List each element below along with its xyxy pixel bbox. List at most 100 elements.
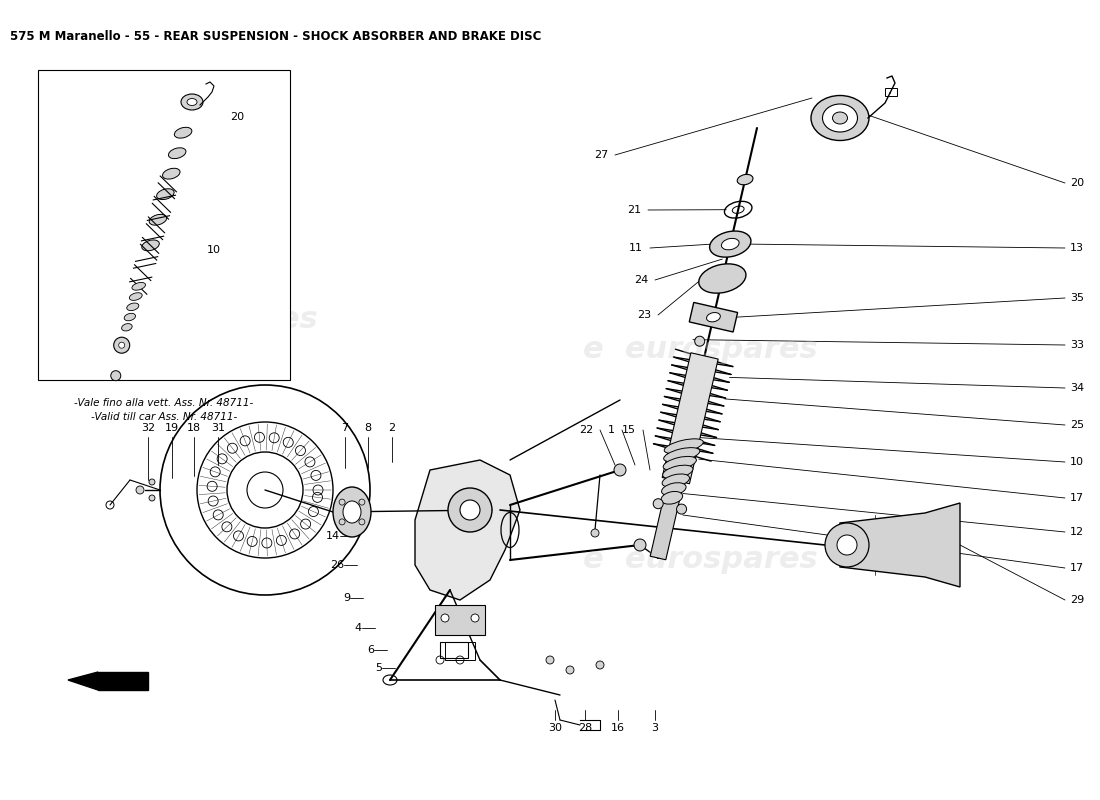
Text: e  eurospares: e eurospares [583,335,817,365]
Circle shape [111,370,121,381]
Ellipse shape [823,104,858,132]
Text: 24: 24 [634,275,648,285]
Ellipse shape [168,148,186,158]
Ellipse shape [142,240,160,250]
Text: 8: 8 [364,423,372,433]
Ellipse shape [706,313,721,322]
Text: 30: 30 [548,723,562,733]
Circle shape [695,336,705,346]
Text: 22: 22 [579,425,593,435]
Text: 31: 31 [211,423,226,433]
Text: 12: 12 [1070,527,1085,537]
Ellipse shape [662,474,690,487]
Text: 21: 21 [627,205,641,215]
Circle shape [441,614,449,622]
Text: e  eurospares: e eurospares [583,546,817,574]
Ellipse shape [124,314,135,321]
Ellipse shape [182,94,204,110]
Text: 2: 2 [388,423,396,433]
Ellipse shape [722,238,739,250]
Circle shape [113,338,130,354]
Polygon shape [68,672,98,690]
Bar [440,642,467,658]
Bar [39,70,290,380]
Circle shape [825,523,869,567]
Circle shape [591,529,600,537]
Circle shape [676,504,686,514]
Ellipse shape [126,303,139,310]
Circle shape [339,519,345,525]
Text: -Vale fino alla vett. Ass. Nr. 48711-: -Vale fino alla vett. Ass. Nr. 48711- [75,398,254,408]
Ellipse shape [130,293,142,300]
Text: 19: 19 [165,423,179,433]
Text: 29: 29 [1070,595,1085,605]
Bar [886,88,896,96]
Circle shape [614,464,626,476]
Circle shape [653,498,663,509]
Ellipse shape [187,98,197,106]
Polygon shape [840,503,960,587]
Text: 13: 13 [1070,243,1084,253]
Ellipse shape [833,112,847,124]
Text: 27: 27 [594,150,608,160]
Ellipse shape [664,439,703,454]
Text: 575 M Maranello - 55 - REAR SUSPENSION - SHOCK ABSORBER AND BRAKE DISC: 575 M Maranello - 55 - REAR SUSPENSION -… [10,30,541,43]
Text: 5: 5 [375,663,382,673]
Ellipse shape [663,457,696,470]
Text: 14: 14 [326,531,340,541]
Text: 7: 7 [341,423,349,433]
Circle shape [837,535,857,555]
Ellipse shape [662,465,693,479]
Text: 34: 34 [1070,383,1085,393]
Text: 17: 17 [1070,493,1085,503]
Ellipse shape [122,323,132,331]
Text: 35: 35 [1070,293,1084,303]
Text: 15: 15 [621,425,636,435]
Circle shape [148,495,155,501]
Ellipse shape [132,282,145,290]
Text: 32: 32 [141,423,155,433]
Text: 20: 20 [1070,178,1085,188]
Ellipse shape [175,127,191,138]
Circle shape [339,499,345,505]
Ellipse shape [163,168,180,179]
Text: 18: 18 [187,423,201,433]
Ellipse shape [737,174,754,185]
Text: 20: 20 [230,113,244,122]
Circle shape [546,656,554,664]
Bar [98,672,148,690]
Text: 10: 10 [207,245,221,255]
Bar [434,605,485,635]
Text: 25: 25 [1070,420,1085,430]
Ellipse shape [811,95,869,141]
Text: 10: 10 [1070,457,1084,467]
Text: 16: 16 [610,723,625,733]
Circle shape [119,342,124,348]
Circle shape [596,661,604,669]
Text: 1: 1 [608,425,615,435]
Ellipse shape [333,487,371,537]
Polygon shape [650,487,682,560]
Circle shape [448,488,492,532]
Circle shape [148,479,155,485]
Text: 9: 9 [343,593,350,603]
Ellipse shape [343,501,361,523]
Ellipse shape [156,189,174,199]
Text: 3: 3 [651,723,659,733]
Text: e  eurospares: e eurospares [82,306,317,334]
Ellipse shape [698,264,746,293]
Text: 11: 11 [629,243,644,253]
Polygon shape [690,302,738,332]
Circle shape [634,539,646,551]
Text: -Valid till car Ass. Nr. 48711-: -Valid till car Ass. Nr. 48711- [91,412,238,422]
Polygon shape [662,353,718,484]
Ellipse shape [710,231,751,257]
Circle shape [136,486,144,494]
Ellipse shape [663,448,700,462]
Circle shape [460,500,480,520]
Text: 28: 28 [578,723,592,733]
Text: 17: 17 [1070,563,1085,573]
Circle shape [566,666,574,674]
Circle shape [471,614,478,622]
Circle shape [359,519,365,525]
